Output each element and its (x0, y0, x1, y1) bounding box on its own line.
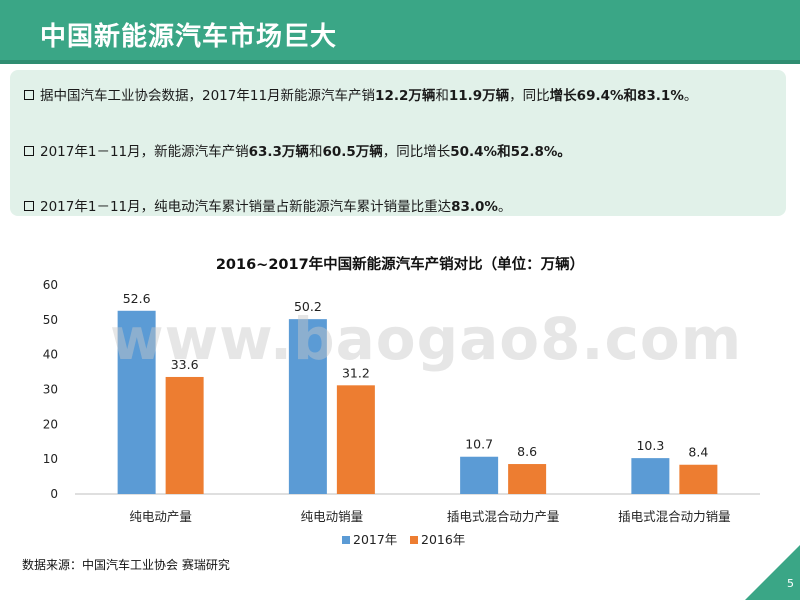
bullet-3: 2017年1－11月，纯电动汽车累计销量占新能源汽车累计销量比重达83.0%。 (24, 195, 511, 215)
y-tick-label: 50 (43, 313, 58, 327)
square-bullet-icon (24, 89, 34, 100)
legend-label: 2016年 (421, 532, 465, 547)
bar-2017年 (117, 310, 156, 494)
x-tick-label: 插电式混合动力销量 (618, 509, 731, 524)
square-bullet-icon (24, 145, 34, 156)
bullet-1: 据中国汽车工业协会数据，2017年11月新能源汽车产销12.2万辆和11.9万辆… (24, 84, 697, 104)
data-label: 10.3 (636, 438, 664, 453)
bar-2016年 (508, 464, 547, 494)
bar-2017年 (631, 458, 670, 494)
square-bullet-icon (24, 200, 34, 211)
watermark: www.baogao8.com (110, 305, 743, 373)
x-tick-label: 纯电动产量 (129, 509, 192, 524)
bar-2017年 (460, 456, 499, 494)
info-box: 据中国汽车工业协会数据，2017年11月新能源汽车产销12.2万辆和11.9万辆… (10, 70, 786, 216)
y-tick-label: 10 (43, 452, 58, 466)
legend-swatch (410, 536, 418, 544)
bar-2017年 (288, 319, 327, 494)
legend-swatch (342, 536, 350, 544)
y-tick-label: 30 (43, 383, 58, 397)
x-tick-label: 插电式混合动力产量 (447, 509, 560, 524)
bar-2016年 (165, 376, 204, 494)
y-tick-label: 60 (43, 278, 58, 292)
page-title: 中国新能源汽车市场巨大 (40, 22, 338, 52)
data-label: 8.4 (688, 445, 708, 460)
chart-title: 2016~2017年中国新能源汽车产销对比（单位：万辆） (215, 257, 585, 273)
data-label: 52.6 (123, 291, 151, 306)
corner-triangle (745, 545, 800, 600)
data-label: 33.6 (171, 357, 199, 372)
data-label: 10.7 (465, 437, 493, 452)
data-label: 31.2 (342, 365, 370, 380)
y-tick-label: 0 (50, 487, 58, 501)
bullet-2: 2017年1－11月，新能源汽车产销63.3万辆和60.5万辆，同比增长50.4… (24, 140, 571, 160)
y-tick-label: 20 (43, 417, 58, 431)
page-number: 5 (787, 577, 794, 590)
header-underline (0, 60, 800, 64)
bullet-text: 2017年1－11月，新能源汽车产销63.3万辆和60.5万辆，同比增长50.4… (40, 144, 571, 160)
bar-2016年 (679, 464, 718, 494)
bullet-text: 2017年1－11月，纯电动汽车累计销量占新能源汽车累计销量比重达83.0%。 (40, 199, 512, 215)
data-label: 8.6 (517, 444, 537, 459)
data-label: 50.2 (294, 299, 322, 314)
header-bar (0, 0, 800, 60)
bullet-text: 据中国汽车工业协会数据，2017年11月新能源汽车产销12.2万辆和11.9万辆… (40, 88, 698, 104)
x-tick-label: 纯电动销量 (301, 509, 364, 524)
legend-label: 2017年 (353, 532, 397, 547)
bar-2016年 (336, 385, 375, 494)
data-source: 数据来源：中国汽车工业协会 赛瑞研究 (22, 558, 230, 572)
y-tick-label: 40 (43, 348, 58, 362)
